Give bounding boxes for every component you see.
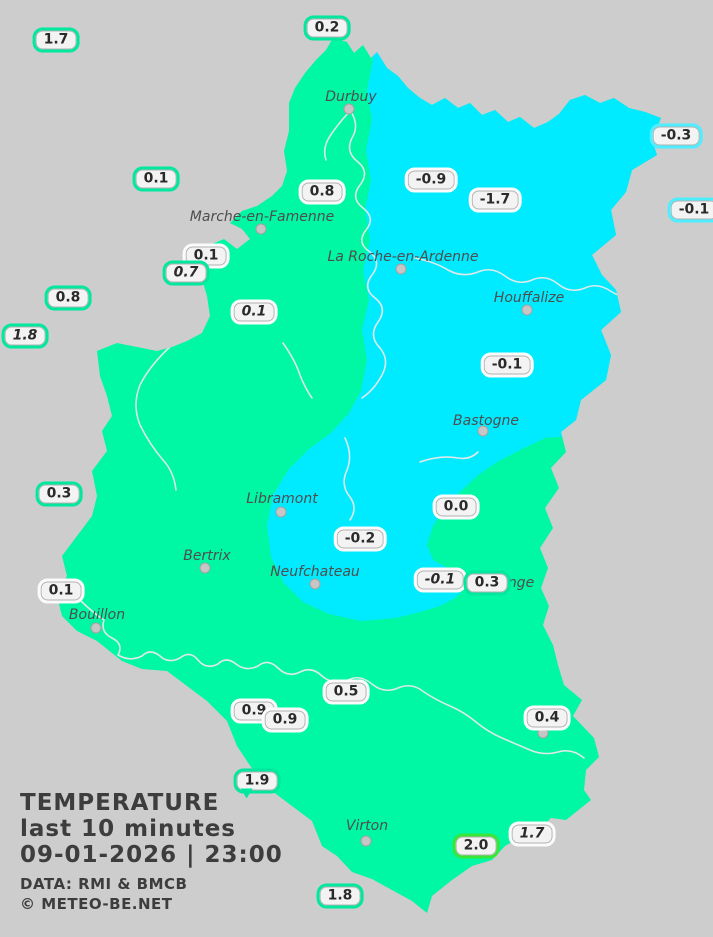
town-dot: [343, 103, 355, 115]
town-dot: [477, 425, 489, 437]
town-dot: [255, 223, 267, 235]
temperature-badge: -0.1: [480, 352, 534, 378]
temperature-badge: 0.1: [37, 578, 85, 604]
temperature-badge: 0.3: [35, 481, 83, 507]
temperature-badge: 0.0: [432, 494, 480, 520]
town-dot: [309, 578, 321, 590]
river-lines: [79, 109, 641, 759]
temperature-badge: -0.2: [333, 526, 387, 552]
town-dot: [395, 263, 407, 275]
town-dot: [90, 622, 102, 634]
temperature-badge: 1.8: [1, 323, 49, 349]
town-label: Houffalize: [493, 290, 565, 306]
temperature-badge: 0.2: [303, 15, 351, 41]
map-title: TEMPERATURE: [20, 790, 220, 816]
temperature-badge: 0.1: [230, 299, 278, 325]
temperature-badge: 0.8: [44, 285, 92, 311]
town-label: Bastogne: [453, 413, 519, 429]
temperature-badge: 0.9: [261, 707, 309, 733]
data-credit: DATA: RMI & BMCB: [20, 875, 188, 893]
temperature-badge: 1.7: [508, 821, 556, 847]
town-label: Libramont: [246, 491, 318, 507]
town-label: Neufchateau: [270, 564, 360, 580]
cold-region: [267, 38, 661, 621]
town-label: La Roche-en-Ardenne: [327, 249, 479, 265]
map-datetime: 09-01-2026 | 23:00: [20, 842, 283, 868]
temperature-badge: -0.1: [667, 197, 713, 223]
town-dot: [199, 562, 211, 574]
temperature-badge: 2.0: [452, 833, 500, 859]
town-label: Durbuy: [325, 89, 377, 105]
title-block: TEMPERATURE last 10 minutes 09-01-2026 |…: [20, 790, 283, 914]
temperature-badge: -0.9: [404, 167, 458, 193]
town-dot: [275, 506, 287, 518]
town-label: Virton: [345, 818, 389, 834]
temperature-badge: 0.8: [298, 179, 346, 205]
town-label: Marche-en-Famenne: [189, 209, 335, 225]
temperature-badge: 1.8: [316, 883, 364, 909]
temperature-badge: -0.3: [649, 123, 703, 149]
site-credit: © METEO-BE.NET: [20, 895, 173, 913]
temperature-badge: 0.5: [322, 679, 370, 705]
temperature-badge: 0.3: [463, 570, 511, 596]
temperature-badge: 0.7: [162, 260, 210, 286]
temperature-badge: 0.4: [523, 705, 571, 731]
town-label: Bertrix: [183, 548, 231, 564]
temperature-badge: -0.1: [413, 567, 467, 593]
temperature-badge: -1.7: [468, 187, 522, 213]
badge-tail: [240, 788, 253, 805]
town-label-partial: nge: [507, 575, 535, 591]
town-dot: [360, 835, 372, 847]
town-label: Bouillon: [68, 607, 126, 623]
town-dot: [521, 304, 533, 316]
temperature-badge: 1.7: [32, 27, 80, 53]
temperature-badge: 1.9: [233, 768, 281, 799]
temperature-badge: 0.1: [132, 166, 180, 192]
map-subtitle: last 10 minutes: [20, 816, 236, 842]
